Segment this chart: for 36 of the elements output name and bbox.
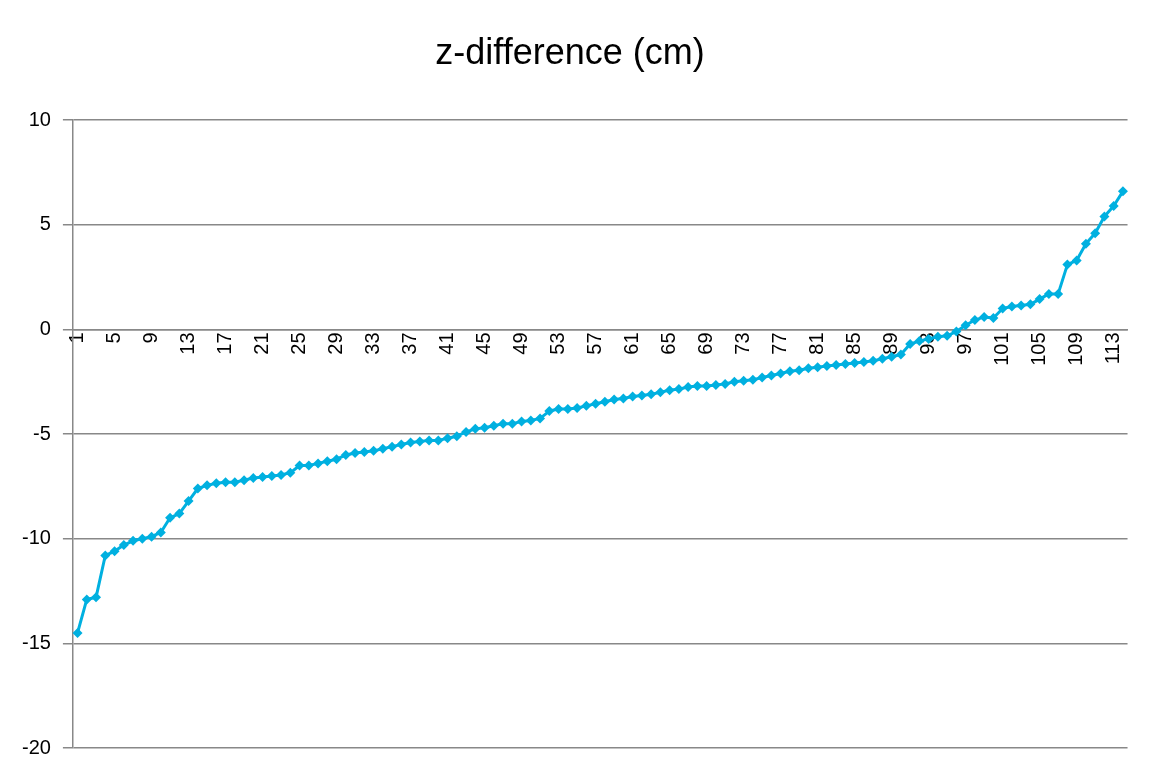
x-tick-label: 61 xyxy=(620,332,643,355)
x-tick-label: 37 xyxy=(398,332,421,355)
x-tick-label: 57 xyxy=(583,332,606,355)
y-tick-label: 5 xyxy=(39,212,51,235)
x-tick-label: 97 xyxy=(953,332,976,355)
x-tick-label: 65 xyxy=(657,332,680,355)
x-tick-label: 109 xyxy=(1064,332,1087,366)
x-tick-label: 73 xyxy=(731,332,754,355)
y-tick-label: -15 xyxy=(22,630,51,653)
x-tick-label: 89 xyxy=(879,332,902,355)
y-tick-label: -5 xyxy=(33,421,51,444)
x-tick-label: 9 xyxy=(139,332,162,344)
x-tick-label: 5 xyxy=(102,332,125,344)
x-tick-label: 29 xyxy=(324,332,347,355)
x-tick-label: 45 xyxy=(472,332,495,355)
x-tick-label: 1 xyxy=(65,332,88,344)
x-tick-label: 41 xyxy=(435,332,458,355)
x-tick-label: 33 xyxy=(361,332,384,355)
x-tick-label: 25 xyxy=(287,332,310,355)
y-tick-label: -10 xyxy=(22,526,51,549)
x-tick-label: 17 xyxy=(213,332,236,355)
y-tick-label: 0 xyxy=(39,316,51,339)
x-tick-label: 77 xyxy=(768,332,791,355)
x-tick-label: 49 xyxy=(509,332,532,355)
x-tick-label: 21 xyxy=(250,332,273,355)
x-tick-label: 13 xyxy=(176,332,199,355)
x-tick-label: 113 xyxy=(1101,332,1124,365)
x-tick-label: 53 xyxy=(546,332,569,355)
x-tick-label: 85 xyxy=(842,332,865,355)
x-tick-label: 105 xyxy=(1027,332,1050,366)
x-tick-label: 101 xyxy=(990,332,1013,366)
x-tick-label: 69 xyxy=(694,332,717,355)
y-tick-label: -20 xyxy=(22,735,51,758)
y-tick-label: 10 xyxy=(28,107,51,130)
x-tick-label: 81 xyxy=(805,332,828,355)
chart-title: z-difference (cm) xyxy=(435,30,705,72)
